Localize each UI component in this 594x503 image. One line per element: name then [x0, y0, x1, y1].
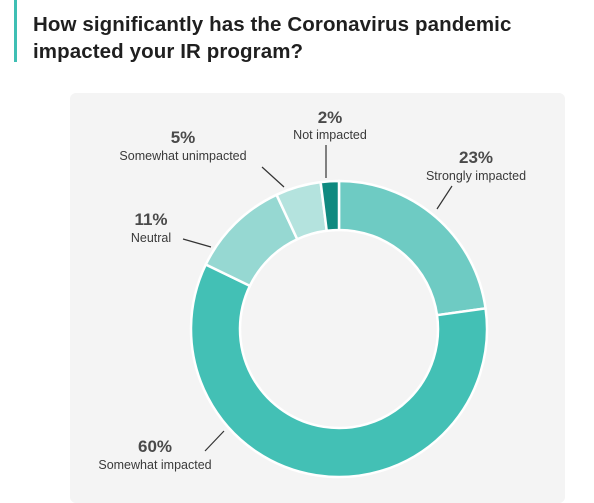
value-label-somewhat-impacted: 60%: [138, 437, 172, 456]
category-label-neutral: Neutral: [131, 231, 171, 245]
donut-slices: [189, 179, 489, 479]
title-block: How significantly has the Coronavirus pa…: [14, 0, 587, 63]
category-label-somewhat-impacted: Somewhat impacted: [98, 458, 211, 472]
leader-line-strongly-impacted: [436, 185, 453, 210]
slice-not-impacted: [319, 179, 341, 233]
leader-line-somewhat-unimpacted: [261, 166, 285, 188]
leader-line-neutral: [182, 238, 212, 248]
slice-strongly-impacted: [337, 179, 487, 317]
value-label-somewhat-unimpacted: 5%: [171, 128, 196, 147]
leader-line-somewhat-impacted: [204, 430, 225, 452]
category-label-somewhat-unimpacted: Somewhat unimpacted: [119, 149, 246, 163]
value-label-strongly-impacted: 23%: [459, 148, 493, 167]
value-label-neutral: 11%: [134, 210, 167, 229]
value-label-not-impacted: 2%: [318, 108, 343, 127]
data-labels: 23% Strongly impacted 60% Somewhat impacted…: [98, 108, 526, 472]
page-title: How significantly has the Coronavirus pa…: [33, 13, 512, 63]
category-label-not-impacted: Not impacted: [293, 128, 367, 142]
slice-somewhat-impacted: [189, 262, 489, 479]
category-label-strongly-impacted: Strongly impacted: [426, 169, 526, 183]
leader-lines: [182, 145, 453, 452]
